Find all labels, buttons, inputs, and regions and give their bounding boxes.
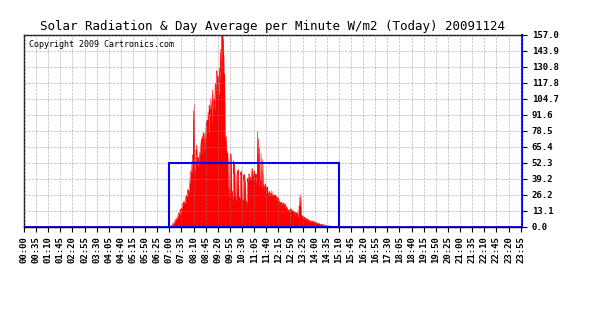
Text: Copyright 2009 Cartronics.com: Copyright 2009 Cartronics.com [29, 40, 174, 49]
Title: Solar Radiation & Day Average per Minute W/m2 (Today) 20091124: Solar Radiation & Day Average per Minute… [41, 20, 505, 33]
Bar [169, 163, 339, 227]
